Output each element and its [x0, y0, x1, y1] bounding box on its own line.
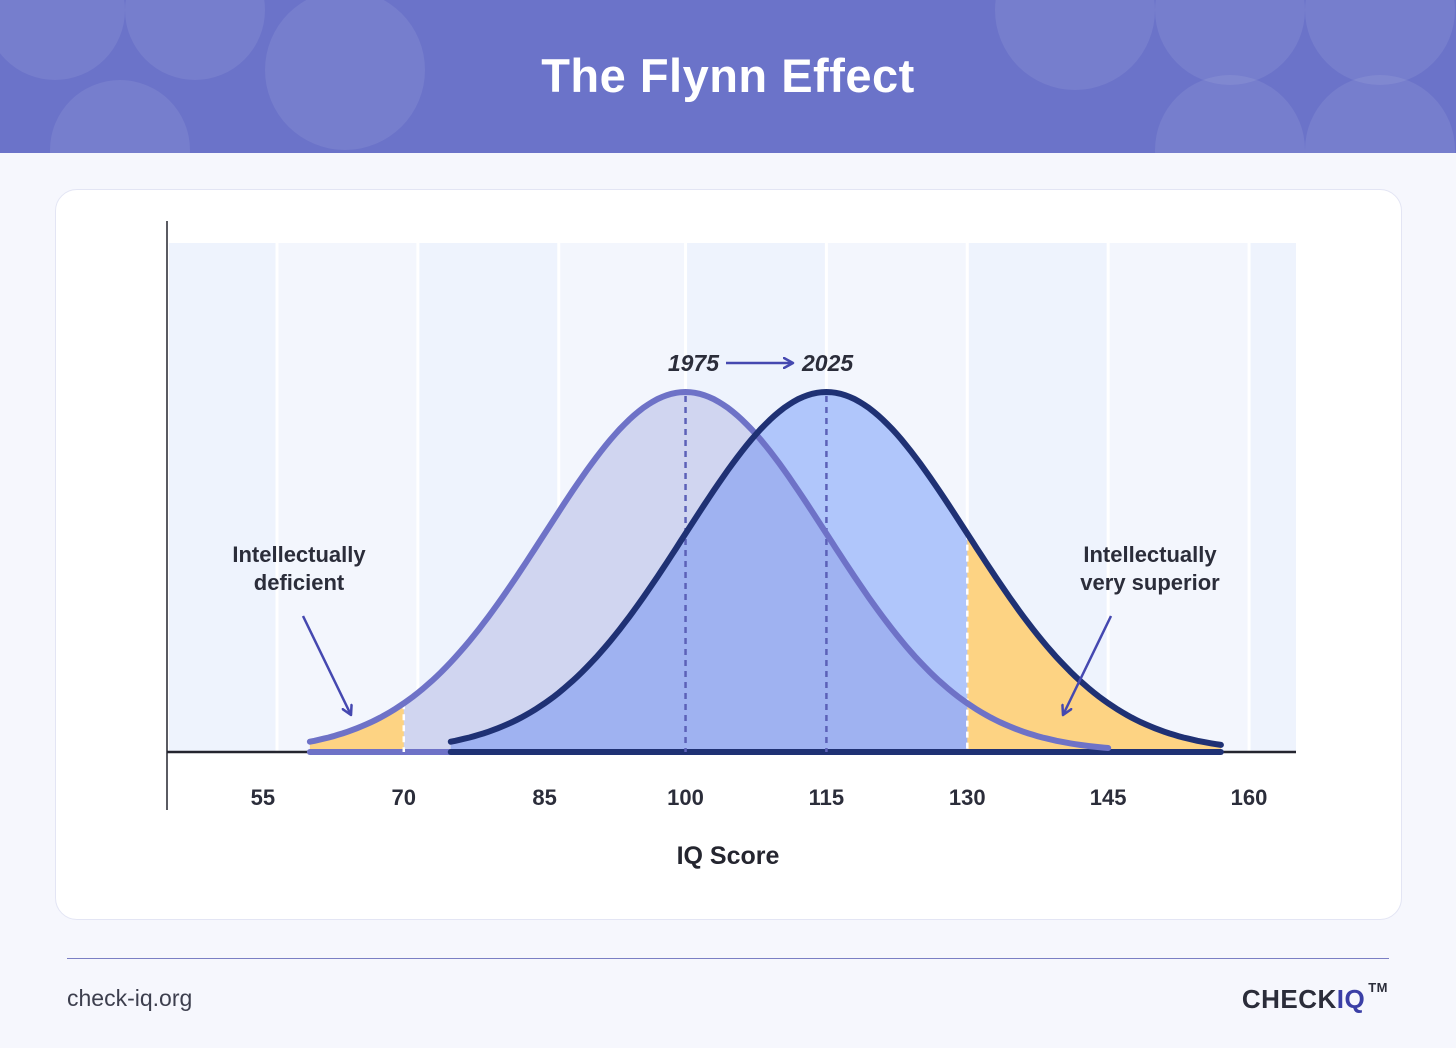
plot-band	[1108, 243, 1249, 752]
x-tick-label: 145	[1090, 785, 1127, 810]
brand-logo: CHECKIQ TM	[1242, 984, 1388, 1015]
bell-curve-chart: 55 70 85 100 115 130 145 160 IQ Score 1975 2025…	[56, 190, 1401, 919]
logo-main: CHECK	[1242, 984, 1337, 1014]
x-tick-label: 85	[532, 785, 556, 810]
x-tick-label: 115	[809, 785, 845, 810]
page-title: The Flynn Effect	[0, 48, 1456, 103]
year-label-2025: 2025	[801, 350, 854, 376]
plot-band	[277, 243, 418, 752]
x-tick-labels: 55 70 85 100 115 130 145 160	[251, 785, 1268, 810]
logo-accent: IQ	[1337, 984, 1365, 1014]
footer-divider	[67, 958, 1389, 959]
x-tick-label: 160	[1231, 785, 1268, 810]
chart-card: 55 70 85 100 115 130 145 160 IQ Score 1975 2025…	[55, 189, 1402, 920]
site-url[interactable]: check-iq.org	[67, 985, 192, 1012]
year-label-1975: 1975	[668, 350, 720, 376]
x-tick-label: 130	[949, 785, 986, 810]
plot-band	[1249, 243, 1296, 752]
logo-trademark: TM	[1368, 980, 1388, 995]
header-banner: The Flynn Effect	[0, 0, 1456, 153]
x-tick-label: 55	[251, 785, 275, 810]
x-tick-label: 70	[392, 785, 416, 810]
x-axis-label: IQ Score	[677, 842, 780, 870]
x-tick-label: 100	[667, 785, 704, 810]
plot-band	[169, 243, 277, 752]
